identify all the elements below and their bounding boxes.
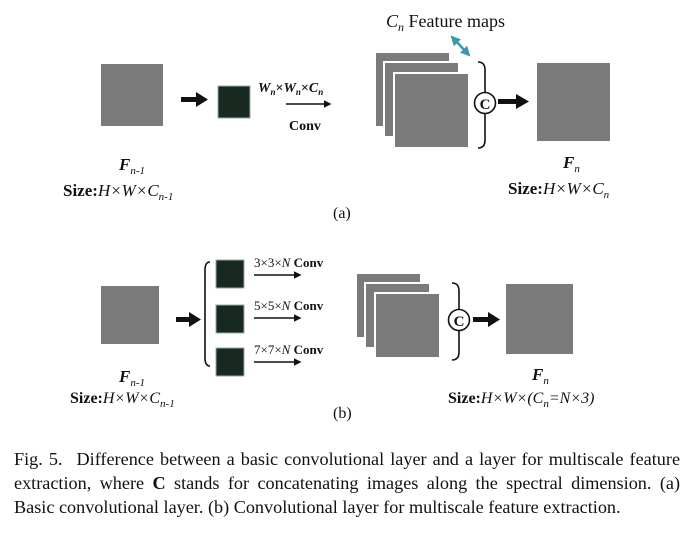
caption-text-2: stands for concatenating images along th… [14,473,680,517]
branch-7x7: 7×7×N Conv [254,342,324,366]
kernel-size-label-a: Wn×Wn×Cn [258,81,323,97]
input-size-a: Size:H×W×Cn-1 [63,181,173,203]
branch-label-7x7: 7×7×N Conv [254,342,324,357]
panel-b: 3×3×N Conv 5×5×N Conv 7×7×N Conv C [70,255,594,422]
panel-a-label: (a) [333,205,351,222]
branch-label-5x5: 5×5×N Conv [254,298,324,313]
panel-b-label: (b) [333,405,352,422]
concat-circle-a [473,91,497,115]
teal-double-arrow-a [450,35,471,57]
concat-circle-b [447,308,471,332]
input-feature-map-b [101,286,159,344]
figure-diagram: Wn×Wn×Cn Conv Cn Feature maps C Fn-1 Siz… [63,11,610,422]
figure-number: Fig. 5. [14,449,63,469]
output-feature-map-b [506,284,573,354]
conv-kernel-5x5 [215,304,245,334]
caption-text-1: Difference between a basic convolutional… [14,449,681,493]
thick-arrow-b1 [176,312,201,327]
branch-3x3: 3×3×N Conv [254,255,324,279]
feature-maps-stack-b [355,272,441,359]
input-feature-map-a [101,64,163,126]
input-size-b: Size:H×W×Cn-1 [70,390,175,410]
feature-maps-stack-a [374,51,470,149]
branch-5x5: 5×5×N Conv [254,298,324,322]
conv-label-a: Conv [289,119,321,134]
conv-kernel-3x3 [215,259,245,289]
output-feature-map-a [537,63,610,141]
output-size-b: Size:H×W×(Cn=N×3) [448,390,594,410]
output-name-b: Fn [531,365,549,387]
conv-kernel-a [217,85,251,119]
caption-bold-c: C [152,473,166,493]
concat-symbol-a: C [480,97,491,113]
output-size-a: Size:H×W×Cn [508,179,610,201]
panel-a: Wn×Wn×Cn Conv Cn Feature maps C Fn-1 Siz… [63,11,610,222]
input-name-b: Fn-1 [118,367,145,389]
figure-caption: Fig. 5. Difference between a basic convol… [14,447,680,519]
conv-kernel-7x7 [215,347,245,377]
thick-arrow-a2 [498,94,529,109]
input-name-a: Fn-1 [118,155,145,177]
left-bracket-b [204,261,211,367]
concat-symbol-b: C [454,314,465,330]
thick-arrow-a1 [181,92,208,107]
thick-arrow-b2 [473,312,500,327]
branch-label-3x3: 3×3×N Conv [254,255,324,270]
feature-maps-label-a: Cn Feature maps [386,11,505,34]
output-name-a: Fn [562,153,580,175]
